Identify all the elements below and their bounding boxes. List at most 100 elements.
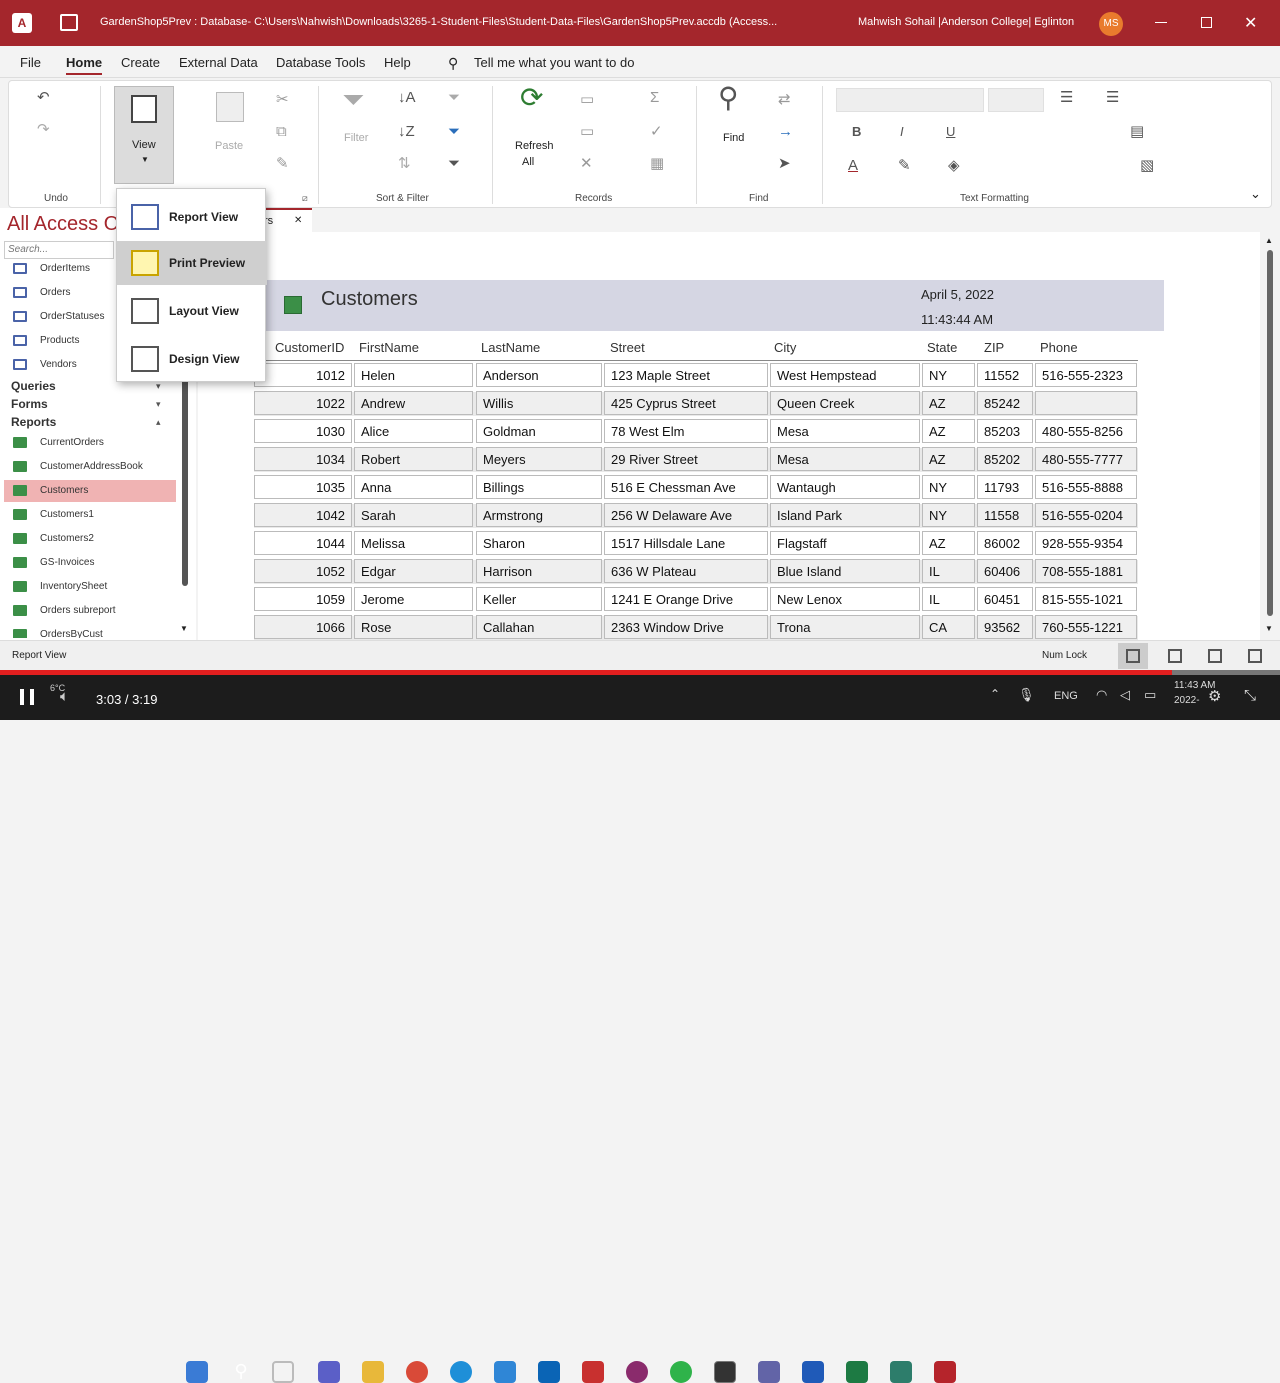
fill-color-icon[interactable]: ◈ (948, 157, 960, 174)
design-view-icon[interactable] (1248, 649, 1262, 663)
nav-report-inventorysheet[interactable]: InventorySheet (4, 576, 176, 598)
avatar[interactable]: MS (1099, 12, 1123, 36)
nav-report-currentorders[interactable]: CurrentOrders (4, 432, 176, 454)
totals-icon[interactable]: Σ (650, 89, 660, 106)
refresh-icon[interactable]: ⟳ (520, 82, 544, 113)
close-tab-icon[interactable]: ✕ (294, 215, 303, 226)
nav-table-orderitems[interactable]: OrderItems (4, 258, 176, 280)
wifi-icon[interactable]: ◠ (1096, 687, 1108, 702)
nav-report-customers[interactable]: Customers (4, 480, 176, 502)
alternate-row-color-icon[interactable]: ▧ (1140, 157, 1155, 174)
highlight-icon[interactable]: ✎ (898, 157, 911, 174)
selection-icon[interactable]: ⏷ (448, 89, 461, 106)
nav-report-ordersbycust[interactable]: OrdersByCust (4, 624, 176, 638)
snip-icon[interactable] (582, 1361, 604, 1383)
access-icon[interactable] (934, 1361, 956, 1383)
underline-icon[interactable]: U (946, 124, 956, 139)
menu-item-print-preview[interactable]: Print Preview (117, 241, 267, 285)
menu-home[interactable]: Home (66, 55, 103, 75)
nav-report-gs-invoices[interactable]: GS-Invoices (4, 552, 176, 574)
clock-time[interactable]: 11:43 AM (1174, 680, 1216, 691)
spelling-icon[interactable]: ✓ (650, 123, 663, 140)
nav-table-products[interactable]: Products (4, 330, 176, 352)
find-icon[interactable]: ⚲ (718, 82, 739, 113)
battery-icon[interactable]: ▭ (1144, 687, 1157, 702)
menu-create[interactable]: Create (121, 55, 161, 70)
menu-external-data[interactable]: External Data (179, 55, 258, 70)
copy-icon[interactable]: ⧉ (276, 123, 287, 140)
cut-icon[interactable]: ✂ (276, 91, 289, 108)
word-icon[interactable] (802, 1361, 824, 1383)
menu-file[interactable]: File (20, 55, 41, 70)
bullets-icon[interactable]: ☰ (1060, 89, 1074, 106)
excel-icon[interactable] (846, 1361, 868, 1383)
chevron-down-icon[interactable]: ▾ (156, 399, 161, 409)
new-record-icon[interactable]: ▭ (580, 91, 595, 108)
teams-icon[interactable] (758, 1361, 780, 1383)
task-view-icon[interactable] (272, 1361, 294, 1383)
bold-icon[interactable]: B (852, 124, 862, 139)
whatsapp-icon[interactable] (670, 1361, 692, 1383)
nav-table-orders[interactable]: Orders (4, 282, 176, 304)
remove-sort-icon[interactable]: ⇅ (398, 155, 411, 172)
video-progress-bar[interactable] (0, 670, 1280, 675)
nav-report-orders-subreport[interactable]: Orders subreport (4, 600, 176, 622)
nav-section-forms[interactable]: Forms (11, 397, 48, 411)
save-icon[interactable] (60, 14, 78, 31)
scroll-down-icon[interactable]: ▼ (180, 624, 188, 633)
nav-pane-title[interactable]: All Access Objects (7, 213, 127, 235)
italic-icon[interactable]: I (900, 124, 904, 139)
sort-ascending-icon[interactable]: ↓A (398, 89, 416, 106)
scroll-down-icon[interactable]: ▼ (1265, 624, 1273, 633)
status-report-view-button[interactable] (1118, 643, 1148, 669)
language-indicator[interactable]: ENG (1054, 690, 1078, 702)
tell-me-search[interactable]: Tell me what you want to do (474, 55, 635, 70)
search-icon[interactable]: ⚲ (234, 1361, 248, 1381)
file-explorer-icon[interactable] (362, 1361, 384, 1383)
onedrive-icon[interactable] (494, 1361, 516, 1383)
scroll-thumb[interactable] (1267, 250, 1273, 616)
layout-view-icon[interactable] (1208, 649, 1222, 663)
nav-scrollbar[interactable]: ▼ (180, 240, 190, 636)
restore-icon[interactable] (1201, 17, 1212, 28)
app-icon[interactable] (626, 1361, 648, 1383)
clock-date[interactable]: 2022- (1174, 695, 1200, 706)
font-name-select[interactable] (836, 88, 984, 112)
menu-help[interactable]: Help (384, 55, 411, 70)
speaker-icon[interactable]: ◁ (1120, 687, 1130, 702)
nav-search-input[interactable]: Search... (4, 241, 114, 259)
chevron-up-icon[interactable]: ▴ (156, 417, 161, 427)
delete-record-icon[interactable]: ✕ (580, 155, 593, 172)
outlook-icon[interactable] (538, 1361, 560, 1383)
volume-icon[interactable]: 🔈︎ (60, 688, 70, 705)
report-scrollbar[interactable]: ▲ ▼ (1260, 232, 1280, 640)
toggle-filter-icon[interactable]: ⏷ (448, 155, 461, 172)
chevron-up-icon[interactable]: ⌃ (990, 687, 1001, 701)
paste-icon[interactable] (216, 92, 244, 122)
app-icon[interactable] (890, 1361, 912, 1383)
replace-icon[interactable]: ⇄ (778, 91, 791, 108)
nav-section-reports[interactable]: Reports (11, 415, 57, 429)
edge-icon[interactable] (450, 1361, 472, 1383)
close-icon[interactable]: ✕ (1244, 15, 1258, 32)
collapse-ribbon-icon[interactable]: ⌄ (1250, 186, 1261, 201)
chevron-down-icon[interactable]: ▾ (156, 381, 161, 391)
nav-table-vendors[interactable]: Vendors (4, 354, 176, 376)
nav-section-queries[interactable]: Queries (11, 379, 56, 393)
fullscreen-exit-icon[interactable]: ⤡ (1244, 687, 1257, 704)
select-icon[interactable]: ➤ (778, 155, 791, 172)
redo-icon[interactable]: ↷ (37, 121, 50, 138)
format-painter-icon[interactable]: ✎ (276, 155, 289, 172)
font-size-select[interactable] (988, 88, 1044, 112)
sort-descending-icon[interactable]: ↓Z (398, 123, 415, 140)
view-button[interactable]: View ▼ (114, 86, 174, 184)
menu-item-layout-view[interactable]: Layout View (117, 289, 267, 333)
filter-icon[interactable]: ⏷ (342, 84, 365, 115)
chrome-icon[interactable] (406, 1361, 428, 1383)
access-logo-icon[interactable]: A (12, 13, 32, 33)
go-to-icon[interactable]: → (778, 123, 793, 140)
nav-report-customers1[interactable]: Customers1 (4, 504, 176, 526)
nav-table-orderstatuses[interactable]: OrderStatuses (4, 306, 176, 328)
menu-database-tools[interactable]: Database Tools (276, 55, 366, 70)
save-record-icon[interactable]: ▭ (580, 123, 595, 140)
